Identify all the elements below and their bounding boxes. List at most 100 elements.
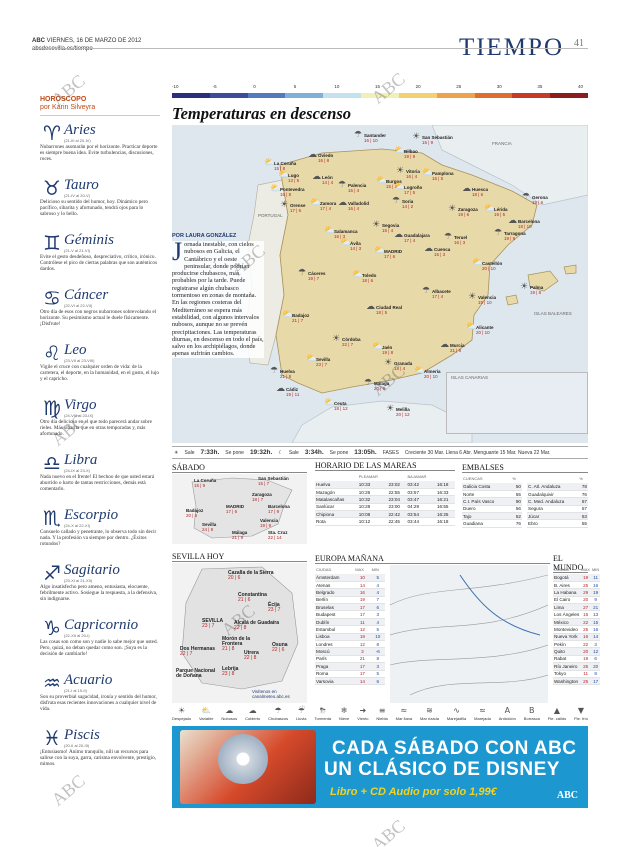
legend-label: Cubierto (245, 716, 261, 721)
city-temps: 23 | 7 (316, 362, 328, 367)
town-temps: 23 | 7 (268, 607, 281, 613)
city-temps: 15 | 3 (386, 184, 398, 189)
city-temps: 20 | 6 (186, 513, 198, 518)
city-temps: 21 | 8 (280, 374, 292, 379)
table-cell: Duero (462, 505, 512, 514)
legend-item: B Borrasca (524, 706, 540, 726)
table-cell: Dublín (315, 618, 355, 627)
table-cell: 9 (590, 596, 601, 605)
weather-icon: ⛅ (324, 398, 336, 408)
table-row: Bruselas 17 6 (315, 603, 385, 612)
table-row: Londres 12 8 (315, 640, 385, 649)
map-city: Albacete 17 | 4 (432, 289, 451, 299)
table-cell: 10:32 (357, 495, 388, 504)
legend-icon: ≡ (378, 706, 386, 715)
table-cell: París (315, 655, 355, 664)
table-cell: Lima (553, 603, 581, 612)
watermark-7: ABC (367, 815, 409, 847)
sevilla-town: Morón de la Frontera 21 | 8 (222, 637, 268, 652)
sign-date: (23-VII al 23-VIII) (64, 358, 95, 363)
table-row: Dublín 11 4 (315, 618, 385, 627)
table-row: Tokyo 11 8 (553, 670, 601, 678)
sabado-city: Sta. Cruz 22 | 14 (268, 530, 288, 540)
ad-logo: ABC (556, 790, 578, 801)
table-cell: 22 (580, 618, 591, 627)
table-row: Sanlúcar 10:28 23:00 04:29 16:55 (315, 503, 455, 512)
morocco-shape (291, 400, 473, 443)
zodiac-icon: ♋ (43, 286, 61, 310)
table-cell: Berlín (315, 596, 355, 605)
legend-icon: ☀ (177, 706, 186, 715)
weather-icon: ☁ (312, 172, 321, 182)
weather-icon: ☀ (412, 132, 421, 142)
city-temps: 18 | 6 (472, 192, 484, 197)
town-temps: 22 | 7 (180, 651, 193, 657)
map-city: Oviedo 16 | 8 (318, 153, 333, 163)
legend-label: Marejada (474, 716, 491, 721)
ibiza-shape (505, 294, 519, 306)
table-cell: 20 (590, 662, 601, 671)
city-name: Ceuta (334, 401, 347, 406)
table-cell: 19 (590, 588, 601, 597)
label-baleares: ISLAS BALEARES (534, 311, 572, 316)
sign-name: Aries (64, 122, 96, 138)
table-row: Lima 27 21 (553, 603, 601, 612)
town-name: Utrera (244, 650, 259, 656)
city-temps: 16 | 3 (334, 234, 346, 239)
map-city: Zamora 17 | 4 (320, 201, 336, 211)
table-row: Estambul 12 5 (315, 625, 385, 634)
city-name: Jaén (382, 345, 393, 350)
zodiac-icon: ♓ (43, 726, 61, 750)
map-city: Valladolid 16 | 4 (348, 201, 369, 211)
sabado-city: Badajoz 20 | 6 (186, 508, 203, 518)
city-temps: 17 | 6 (290, 208, 302, 213)
table-cell: Tajo (462, 512, 512, 521)
table-cell: 76 (578, 490, 588, 499)
table-row: Budapest 17 3 (315, 610, 385, 619)
legend-item: ∿ Marejadilla (447, 706, 466, 726)
weather-icon: ☁ (440, 340, 449, 350)
city-temps: 21 | 7 (292, 318, 304, 323)
weather-icon: ☁ (338, 198, 347, 208)
table-row: Huelva 10:33 23:02 03:42 16:18 (315, 481, 455, 489)
sign-text: Son su proverbial sagacidad, ironía y se… (40, 694, 157, 713)
section-title: TIEMPO (458, 34, 564, 61)
sign-name: Escorpio (64, 507, 119, 523)
table-header-row: CIUDAD MAX MIN (553, 565, 600, 574)
table-cell: Pekín (553, 640, 581, 649)
city-name: Zamora (320, 201, 337, 206)
legend-label: Nieve (339, 716, 350, 721)
table-cell: Londres (315, 640, 355, 649)
table-cell: 17 (354, 670, 371, 678)
table-cell: Río Janeiro (553, 662, 581, 671)
horoscope-sign: ♉ Tauro (21-IV al 20-V) (40, 177, 160, 199)
weather-icon: ⛅ (340, 238, 352, 248)
city-temps: 15 | 3 (434, 252, 446, 257)
city-temps: 24 | 8 (202, 527, 214, 532)
zodiac-icon: ♊ (43, 231, 61, 255)
table-row: Praga 17 3 (315, 662, 385, 671)
table-row: Júcar 53 (527, 512, 588, 521)
table-row: Rota 10:12 22:45 03:44 16:18 (315, 517, 455, 526)
table-cell: Varsovia (315, 677, 355, 686)
legend-item: ≋ Mar rizada (420, 706, 439, 726)
table-cell: 21 (354, 655, 371, 664)
table-cell: México (553, 618, 581, 627)
city-temps: 14 | 2 (402, 204, 414, 209)
horoscope-sign: ♏ Escorpio (24-X al 22-XI) (40, 507, 160, 529)
legend-icon: ❄ (340, 706, 348, 715)
city-temps: 18 | 6 (362, 278, 374, 283)
city-temps: 15 | 9 (422, 140, 434, 145)
table-cell: Júcar (527, 512, 579, 521)
city-temps: 18 | 10 (518, 224, 532, 229)
scale-swatch (474, 93, 513, 98)
city-name: Badajoz (186, 508, 204, 513)
map-city: Soria 14 | 2 (402, 199, 413, 209)
table-cell: 5 (370, 670, 385, 678)
table-cell: C. Med. Andaluza (527, 497, 579, 506)
town-name: Écija (268, 602, 280, 608)
city-temps: 19 | 6 (532, 200, 544, 205)
table-row: Pekín 22 3 (553, 640, 601, 649)
sevilla-town: Alcalá de Guadaíra 22 | 8 (234, 621, 280, 631)
city-name: Huelva (280, 369, 295, 374)
